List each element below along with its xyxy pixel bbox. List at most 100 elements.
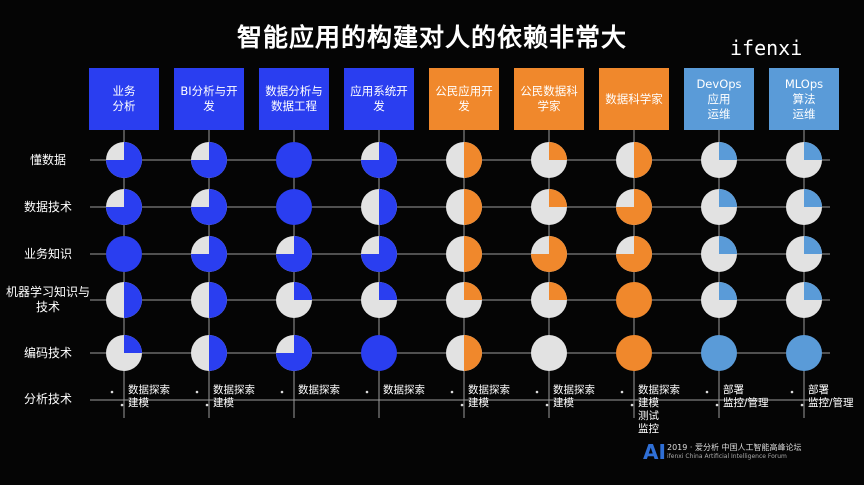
skill-pie (446, 282, 482, 318)
skill-pie (531, 335, 567, 371)
row-label: 懂数据 (29, 152, 66, 167)
skill-pie-fill (209, 282, 227, 318)
skill-pie (786, 142, 822, 178)
skill-pie (191, 142, 227, 178)
skill-pie-fill (191, 142, 227, 178)
skill-pie (276, 282, 312, 318)
skill-pie-fill (804, 282, 822, 300)
bullet-dot (110, 390, 114, 394)
skill-pie (701, 335, 737, 371)
skill-pie-fill (106, 142, 142, 178)
column-header: 数据分析与 数据工程 (259, 68, 329, 130)
skill-pie (361, 282, 397, 318)
analysis-skills: 数据探索 建模 (213, 384, 255, 409)
skill-pie-fill (634, 142, 652, 178)
brand-logo: ifenxi (730, 36, 803, 60)
bullet-dot (790, 390, 794, 394)
column-header: 数据科学家 (599, 68, 669, 130)
skill-pie (616, 282, 652, 318)
skill-pie (106, 282, 142, 318)
skill-pie-fill (124, 335, 142, 353)
skill-pie-fill (719, 142, 737, 160)
skill-pie (361, 236, 397, 272)
skill-pie (531, 189, 567, 225)
skill-pie-fill (464, 335, 482, 371)
analysis-skills: 数据探索 建模 (128, 384, 170, 409)
column-header: BI分析与开 发 (174, 68, 244, 130)
skill-pie (701, 282, 737, 318)
skill-pie (191, 335, 227, 371)
skill-pie (361, 335, 397, 371)
skill-pie (786, 335, 822, 371)
skill-pie (191, 236, 227, 272)
skill-pie-fill (361, 236, 397, 272)
skill-pie-fill (549, 142, 567, 160)
skill-pie-fill (379, 189, 397, 225)
skill-pie-base (531, 335, 567, 371)
analysis-skills: 数据探索 (298, 384, 340, 396)
skill-pie (786, 282, 822, 318)
column-header: 公民数据科 学家 (514, 68, 584, 130)
bullet-dot (460, 403, 464, 407)
skill-pie (531, 282, 567, 318)
skill-pie-fill (361, 142, 397, 178)
analysis-skills: 数据探索 建模 (468, 384, 510, 409)
column-header: 应用系统开 发 (344, 68, 414, 130)
skill-pie (701, 236, 737, 272)
skill-pie-fill (616, 189, 652, 225)
skill-pie (616, 142, 652, 178)
skill-pie (361, 189, 397, 225)
skill-pie-fill (804, 189, 822, 207)
skill-pie (701, 142, 737, 178)
bullet-dot (280, 390, 284, 394)
skill-pie-fill (549, 189, 567, 207)
skill-pie-fill (464, 142, 482, 178)
skill-pie-fill (379, 282, 397, 300)
footer-ai-logo: AI (643, 440, 666, 464)
bullet-dot (715, 403, 719, 407)
skill-pie (701, 189, 737, 225)
skill-pie (106, 236, 142, 272)
skill-pie-fill (804, 142, 822, 160)
column-header: DevOps 应用 运维 (684, 68, 754, 130)
skill-pie (786, 189, 822, 225)
analysis-skills: 数据探索 (383, 384, 425, 396)
skill-pie (786, 236, 822, 272)
skill-pie-fill (294, 282, 312, 300)
skill-pie (106, 142, 142, 178)
footer-event-subtitle: ifenxi China Artificial Intelligence For… (667, 453, 787, 460)
skill-pie-fill (464, 236, 482, 272)
bullet-dot (365, 390, 369, 394)
skill-pie-fill (616, 236, 652, 272)
skill-pie-fill (124, 282, 142, 318)
skill-pie-fill (719, 282, 737, 300)
skill-pie-fill (276, 236, 312, 272)
skill-pie (191, 189, 227, 225)
skill-pie-fill (106, 189, 142, 225)
bullet-dot (450, 390, 454, 394)
skill-pie-fill (464, 189, 482, 225)
skill-pie-fill (276, 335, 312, 371)
footer-event-name: 2019 · 爱分析 中国人工智能高峰论坛 (667, 443, 802, 452)
skill-pie-fill (804, 236, 822, 254)
skill-pie (446, 189, 482, 225)
bullet-dot (120, 403, 124, 407)
skill-pie-fill (191, 236, 227, 272)
row-label: 数据技术 (23, 199, 72, 214)
bullet-dot (705, 390, 709, 394)
bullet-dot (800, 403, 804, 407)
skill-pie (616, 335, 652, 371)
bullet-dot (195, 390, 199, 394)
skill-pie-fill (719, 236, 737, 254)
skill-pie (106, 335, 142, 371)
skill-pie (276, 189, 312, 225)
skill-pie-fill (191, 189, 227, 225)
row-label: 机器学习知识与 技术 (5, 285, 90, 314)
skill-pie (276, 236, 312, 272)
column-header: MLOps 算法 运维 (769, 68, 839, 130)
row-label: 业务知识 (23, 246, 72, 261)
skill-pie (106, 189, 142, 225)
bullet-dot (545, 403, 549, 407)
skill-pie-fill (209, 335, 227, 371)
column-header: 公民应用开 发 (429, 68, 499, 130)
